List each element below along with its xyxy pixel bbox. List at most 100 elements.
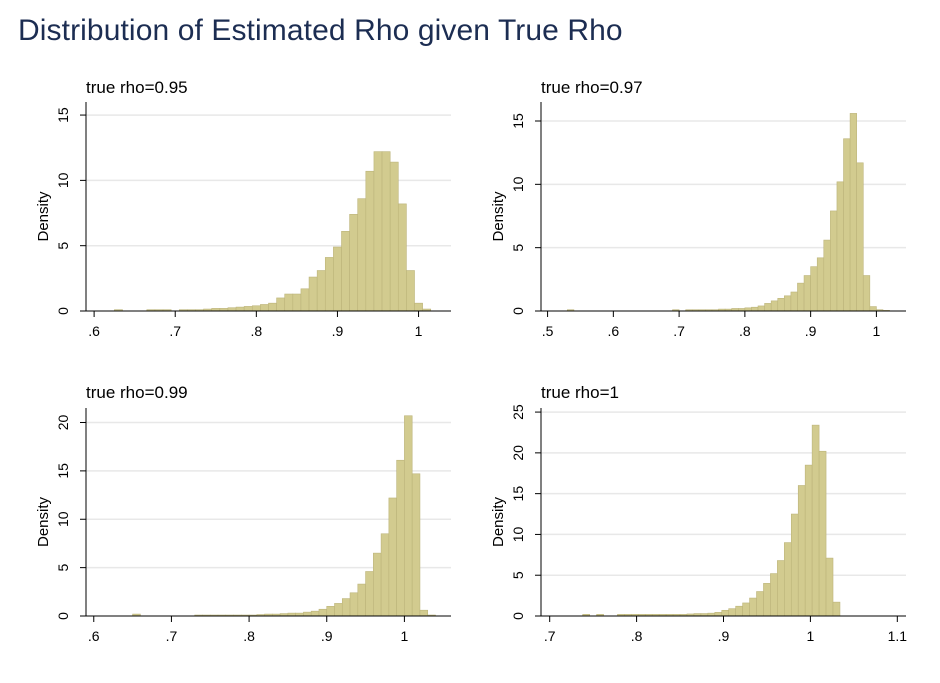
histogram-bar xyxy=(243,306,253,312)
histogram-bar xyxy=(333,246,342,312)
histogram-bar xyxy=(757,305,765,312)
y-axis-title: Density xyxy=(490,191,507,242)
y-tick-label: 20 xyxy=(510,445,526,461)
histogram-bar xyxy=(832,601,841,617)
y-tick-label: 20 xyxy=(55,415,71,431)
histogram-bar xyxy=(784,542,792,617)
histogram-bar xyxy=(728,608,736,617)
histogram-bar xyxy=(770,573,778,617)
histogram-bar xyxy=(823,239,831,312)
histogram-bar xyxy=(292,293,302,312)
x-tick-label: 1 xyxy=(873,323,881,339)
histogram-bar xyxy=(414,302,423,312)
y-axis-title: Density xyxy=(35,496,52,547)
x-tick-label: .6 xyxy=(607,323,619,339)
x-tick-label: .8 xyxy=(250,323,262,339)
histogram-bar xyxy=(349,592,359,617)
histogram-bar xyxy=(856,162,864,312)
histogram-bar xyxy=(389,161,399,312)
histogram-bar xyxy=(742,602,750,617)
x-tick-label: .7 xyxy=(166,628,178,644)
x-tick-label: .6 xyxy=(88,628,100,644)
histogram-bar xyxy=(419,609,429,617)
y-tick-label: 15 xyxy=(510,486,526,502)
histogram-bar xyxy=(818,450,827,617)
x-tick-label: 1 xyxy=(807,628,815,644)
histogram-bar xyxy=(316,270,326,312)
histogram-bar xyxy=(763,583,771,617)
histogram-bar xyxy=(373,151,383,312)
figure-title: Distribution of Estimated Rho given True… xyxy=(18,14,623,47)
histogram-bar xyxy=(406,270,415,312)
histogram-bar xyxy=(825,557,834,617)
histogram-bar xyxy=(381,151,391,312)
histogram-bar xyxy=(721,609,730,617)
x-tick-label: .9 xyxy=(718,628,730,644)
histogram-bar xyxy=(816,257,825,312)
histogram-bar xyxy=(830,210,838,312)
x-tick-label: .8 xyxy=(243,628,255,644)
y-tick-label: 5 xyxy=(55,564,71,572)
histogram-bar xyxy=(790,291,798,312)
x-tick-label: .7 xyxy=(673,323,685,339)
histogram-bar xyxy=(303,611,312,617)
histogram-bar xyxy=(735,605,743,617)
histogram-bar xyxy=(396,459,405,617)
histogram-bar xyxy=(310,610,320,617)
y-tick-label: 5 xyxy=(510,571,526,579)
y-tick-label: 10 xyxy=(510,526,526,542)
histogram-bar xyxy=(790,513,799,617)
x-tick-label: 1.1 xyxy=(888,628,908,644)
histogram-bar xyxy=(749,597,757,617)
histogram-bar xyxy=(777,560,785,617)
x-tick-label: .8 xyxy=(631,628,643,644)
x-tick-label: 1 xyxy=(415,323,423,339)
y-tick-label: 0 xyxy=(55,307,71,315)
panel-title: true rho=0.97 xyxy=(541,78,643,97)
histogram-bar xyxy=(756,591,764,617)
histogram-bar xyxy=(284,293,294,312)
histogram-bar xyxy=(324,257,334,312)
histogram-bar xyxy=(251,305,261,312)
histogram-bar xyxy=(797,485,806,617)
histogram-bar xyxy=(751,306,759,312)
histogram-bar xyxy=(318,608,328,617)
histogram-bar xyxy=(843,138,851,312)
y-tick-label: 10 xyxy=(510,176,526,192)
x-tick-label: .9 xyxy=(805,323,817,339)
histogram-bar xyxy=(300,288,310,312)
histogram-bar xyxy=(308,276,318,312)
x-tick-label: .7 xyxy=(544,628,556,644)
y-tick-label: 25 xyxy=(510,404,526,420)
y-tick-label: 0 xyxy=(510,307,526,315)
histogram-bar xyxy=(777,298,785,312)
histogram-bar xyxy=(373,552,382,617)
histogram-bar xyxy=(380,533,390,617)
y-tick-label: 15 xyxy=(510,113,526,129)
y-tick-label: 15 xyxy=(55,107,71,123)
histogram-bar xyxy=(260,304,269,312)
histogram-bar xyxy=(268,302,277,312)
histogram-bar xyxy=(862,275,871,312)
histogram-bar xyxy=(804,464,813,617)
y-tick-label: 5 xyxy=(510,244,526,252)
histogram-bar xyxy=(357,198,367,312)
y-tick-label: 10 xyxy=(55,511,71,527)
x-tick-label: .9 xyxy=(332,323,344,339)
y-axis-title: Density xyxy=(35,191,52,242)
histogram-bar xyxy=(811,424,820,617)
histogram-bar xyxy=(836,181,844,312)
y-tick-label: 5 xyxy=(55,242,71,250)
y-tick-label: 10 xyxy=(55,172,71,188)
histogram-bar xyxy=(714,612,723,617)
histogram-bar xyxy=(341,231,350,312)
histogram-bar xyxy=(770,300,779,312)
y-tick-label: 15 xyxy=(55,463,71,479)
histogram-bar xyxy=(849,113,857,312)
histogram-bar xyxy=(341,598,351,617)
histogram-bar xyxy=(869,306,877,312)
